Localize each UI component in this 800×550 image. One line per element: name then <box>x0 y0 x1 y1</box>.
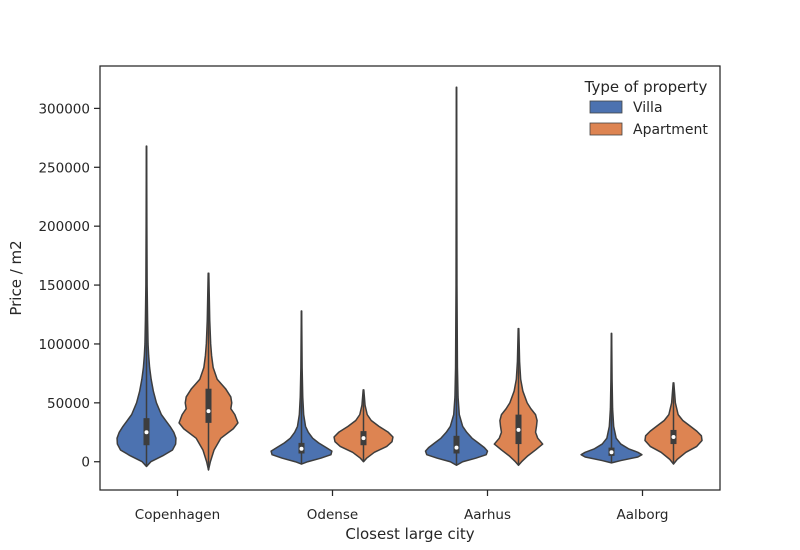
x-axis: Copenhagen Odense Aarhus Aalborg <box>135 490 669 523</box>
violin-median-dot <box>206 409 211 414</box>
violin-median-dot <box>454 445 459 450</box>
violin-apartment-aarhus <box>493 327 544 467</box>
legend-entry-villa: Villa <box>633 100 663 116</box>
violin-villa-aalborg <box>580 332 643 464</box>
violin-median-dot <box>609 450 614 455</box>
legend-swatch-villa <box>589 100 623 114</box>
violin-median-dot <box>671 435 676 439</box>
x-tick-label-odense: Odense <box>307 507 358 523</box>
violin-apartment-copenhagen <box>178 272 239 471</box>
violin-apartment-odense <box>333 389 394 463</box>
violin-median-dot <box>144 430 149 435</box>
y-tick-label: 250000 <box>38 160 90 176</box>
violin-apartment-aalborg <box>644 382 703 465</box>
violin-villa-aarhus <box>424 86 489 467</box>
violin-villa-copenhagen <box>116 145 177 468</box>
y-axis-label: Price / m2 <box>7 240 25 315</box>
violin-iqr-box <box>205 388 212 423</box>
y-tick-label: 200000 <box>38 219 90 235</box>
y-tick-label: 50000 <box>47 396 90 412</box>
violin-median-dot <box>299 446 304 451</box>
x-axis-label: Closest large city <box>345 525 474 543</box>
x-tick-label-aalborg: Aalborg <box>617 507 669 523</box>
y-tick-label: 150000 <box>38 278 90 294</box>
plot-frame <box>99 65 721 491</box>
y-tick-label: 0 <box>81 455 90 471</box>
violin-iqr-box <box>453 435 460 454</box>
legend-title: Type of property <box>584 78 708 96</box>
violins-layer <box>116 86 703 471</box>
y-tick-label: 100000 <box>38 337 90 353</box>
y-axis: 0 50000 100000 150000 200000 250000 300000 <box>38 101 100 471</box>
legend-entry-apartment: Apartment <box>633 122 708 138</box>
x-tick-label-copenhagen: Copenhagen <box>135 507 220 523</box>
violin-villa-odense <box>270 310 333 465</box>
x-tick-label-aarhus: Aarhus <box>464 507 511 523</box>
violin-median-dot <box>361 436 366 441</box>
legend: Type of property Villa Apartment <box>584 78 709 138</box>
legend-swatch-apartment <box>589 122 623 136</box>
violin-median-dot <box>516 427 521 432</box>
y-tick-label: 300000 <box>38 101 90 117</box>
